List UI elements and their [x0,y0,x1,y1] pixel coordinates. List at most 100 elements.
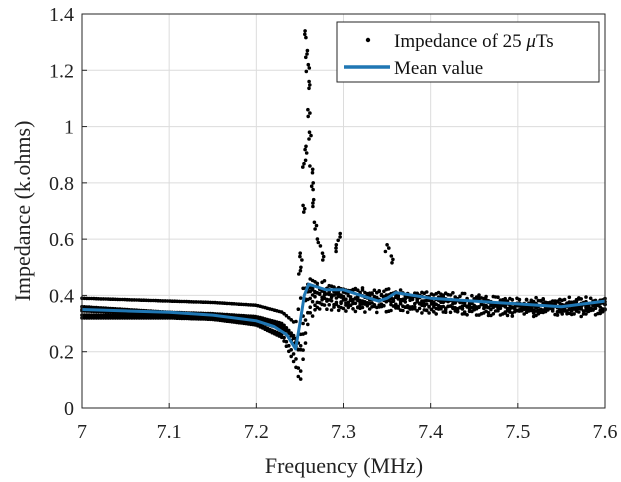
scatter-point [531,299,536,304]
scatter-point [372,304,377,309]
scatter-point [302,161,306,166]
scatter-point [304,55,308,60]
scatter-point [385,243,389,247]
scatter-point [539,307,543,312]
scatter-point [448,310,453,315]
scatter-point [465,313,469,317]
scatter-point [300,258,304,262]
scatter-point [534,295,538,300]
scatter-point [403,300,408,304]
scatter-point [302,206,307,211]
scatter-point [311,204,315,209]
scatter-point [303,318,308,322]
scatter-point [297,272,301,276]
scatter-point [367,307,372,311]
scatter-point [318,244,323,248]
scatter-point [339,301,343,306]
scatter-point [284,313,289,318]
scatter-point [427,311,431,315]
scatter-point [360,286,365,290]
scatter-point [307,86,311,91]
scatter-point [327,292,332,297]
scatter-point [517,297,522,302]
scatter-point [298,377,303,381]
scatter-point [474,295,479,299]
scatter-point [424,290,429,294]
scatter-point [432,310,436,314]
scatter-point [391,257,395,262]
scatter-point [550,309,555,313]
scatter-point [356,288,360,293]
scatter-point [572,300,576,304]
scatter-point [470,293,474,298]
scatter-point [496,295,500,300]
scatter-point [427,304,431,309]
scatter-point [310,170,315,175]
scatter-point [310,167,315,172]
x-tick-label: 7.4 [418,421,443,443]
scatter-point [334,302,339,307]
scatter-point [410,297,415,301]
y-tick-label: 1.4 [49,4,74,26]
scatter-point [462,291,467,296]
scatter-point [308,311,313,315]
scatter-point [451,291,455,295]
scatter-point [307,137,311,141]
legend-marker-dot [365,37,371,43]
scatter-point [405,310,410,315]
scatter-point [307,130,312,134]
scatter-point [298,296,303,300]
scatter-point [334,243,339,247]
scatter-point [379,293,384,298]
scatter-point [310,288,315,292]
scatter-point [305,52,309,56]
scatter-point [503,296,508,301]
scatter-point [396,297,401,301]
scatter-point [341,306,346,311]
scatter-point [455,307,460,311]
scatter-point [284,326,289,330]
y-tick-label: 1 [64,117,74,139]
scatter-point [309,184,314,188]
scatter-point [491,312,496,316]
scatter-point [365,301,370,305]
scatter-point [344,303,348,307]
scatter-point [429,307,434,312]
scatter-point [313,308,317,312]
scatter-point [434,302,439,307]
scatter-point [332,285,336,289]
scatter-point [508,296,512,301]
scatter-point [572,306,576,311]
scatter-point [304,69,309,74]
y-tick-label: 0.8 [49,173,74,195]
x-tick-label: 7.2 [244,421,269,443]
scatter-point [555,313,560,317]
scatter-point [508,310,512,314]
scatter-point [531,311,536,315]
scatter-point [558,301,562,305]
scatter-point [531,308,536,312]
scatter-point [372,288,377,293]
scatter-point [308,83,312,87]
scatter-point [296,307,301,312]
scatter-point [284,344,289,349]
scatter-point [315,237,320,241]
y-tick-label: 0.2 [49,342,74,364]
scatter-point [282,323,286,328]
scatter-point [301,165,305,169]
scatter-point [386,287,391,291]
scatter-point [291,359,296,364]
scatter-point [398,301,403,306]
x-tick-label: 7 [77,421,87,443]
scatter-point [396,304,401,309]
scatter-point [291,333,296,338]
scatter-point [298,344,303,348]
scatter-point [336,294,341,299]
scatter-point [396,294,401,299]
x-axis-label: Frequency (MHz) [265,453,423,478]
scatter-point [338,235,342,239]
tick-labels: 7 7.1 7.2 7.3 7.4 7.5 7.6 0 0.2 0.4 0.6 0.8 1 1.2 1.4 [49,4,618,443]
scatter-point [596,303,600,308]
scatter-point [493,304,498,308]
